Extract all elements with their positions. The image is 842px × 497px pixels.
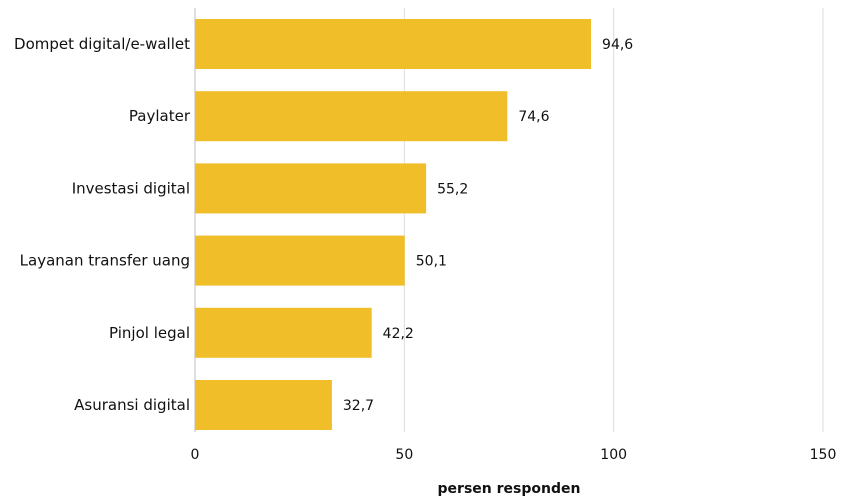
- value-label: 42,2: [383, 326, 414, 342]
- x-tick-label: 150: [810, 447, 837, 463]
- category-label: Paylater: [129, 107, 191, 125]
- bar: [195, 235, 405, 286]
- bar: [195, 307, 372, 358]
- bar: [195, 91, 508, 142]
- category-label: Pinjol legal: [109, 324, 190, 342]
- bar: [195, 163, 427, 214]
- x-axis-ticks: 0 50 100 150: [191, 447, 837, 463]
- value-label: 94,6: [602, 37, 633, 53]
- x-axis-title: persen responden: [438, 481, 581, 497]
- value-label: 32,7: [343, 398, 374, 414]
- value-label: 74,6: [518, 109, 549, 125]
- x-tick-label: 100: [600, 447, 627, 463]
- x-tick-label: 50: [395, 447, 413, 463]
- category-label: Layanan transfer uang: [20, 252, 190, 270]
- label-layer: Dompet digital/e-wallet 94,6 Paylater 74,6 I…: [14, 35, 633, 414]
- value-label: 50,1: [416, 254, 447, 270]
- grid-layer: [194, 8, 824, 432]
- bar-layer: [195, 19, 592, 430]
- value-label: 55,2: [437, 181, 468, 197]
- bar: [195, 19, 592, 69]
- category-label: Asuransi digital: [74, 396, 190, 414]
- category-label: Investasi digital: [72, 179, 190, 197]
- x-tick-label: 0: [191, 447, 200, 463]
- bar: [195, 380, 332, 430]
- category-label: Dompet digital/e-wallet: [14, 35, 190, 53]
